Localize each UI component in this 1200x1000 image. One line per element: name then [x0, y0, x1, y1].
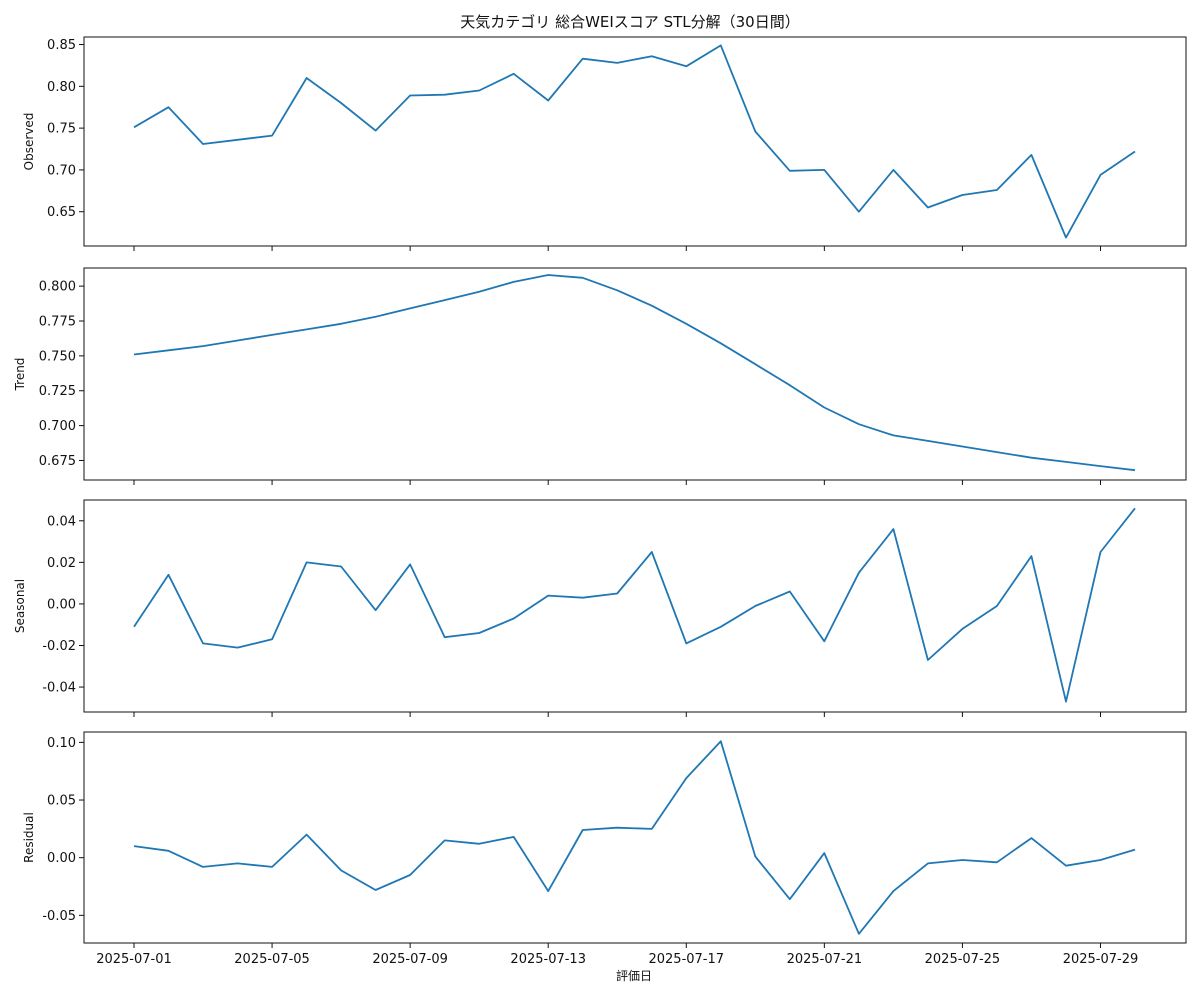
panel-seasonal: -0.04 -0.02 0.00 0.02 0.04 Seasonal	[13, 499, 1187, 717]
y-tick-label: 0.75	[47, 122, 76, 137]
y-tick-label: 0.750	[39, 349, 76, 364]
x-tick-label: 2025-07-25	[925, 952, 1001, 967]
panel-residual: -0.05 0.00 0.05 0.10 2025-07-01 2025-07-05 202…	[22, 731, 1187, 967]
y-axis-label: Seasonal	[13, 579, 27, 633]
y-tick-label: 0.10	[47, 736, 76, 751]
panel-frame	[83, 36, 1187, 247]
y-tick-label: 0.800	[39, 280, 76, 295]
series-line-seasonal	[133, 507, 1136, 703]
y-axis-label: Trend	[13, 358, 27, 392]
y-tick-label: 0.05	[47, 794, 76, 809]
y-tick-label: 0.00	[47, 851, 76, 866]
y-tick-label: 0.80	[47, 80, 76, 95]
series-line-trend	[133, 274, 1136, 472]
panel-frame	[83, 499, 1187, 713]
y-tick-label: -0.05	[42, 909, 76, 924]
y-tick-label: 0.02	[47, 556, 76, 571]
x-tick-label: 2025-07-21	[787, 952, 863, 967]
chart-title: 天気カテゴリ 総合WEIスコア STL分解（30日間）	[460, 13, 799, 31]
y-tick-label: 0.700	[39, 419, 76, 434]
y-tick-label: 0.85	[47, 38, 76, 53]
x-tick-label: 2025-07-09	[372, 952, 448, 967]
y-tick-label: 0.00	[47, 597, 76, 612]
y-axis-label: Residual	[22, 812, 36, 863]
x-tick-label: 2025-07-01	[96, 952, 172, 967]
panel-trend: 0.675 0.700 0.725 0.750 0.775 0.800 Trend	[13, 267, 1187, 485]
y-tick-label: 0.70	[47, 163, 76, 178]
y-tick-label: 0.725	[39, 384, 76, 399]
panel-frame	[83, 267, 1187, 481]
y-tick-label: 0.04	[47, 514, 76, 529]
x-tick-label: 2025-07-17	[648, 952, 724, 967]
panel-frame	[83, 731, 1187, 944]
panel-observed: 0.65 0.70 0.75 0.80 0.85 Observed	[22, 36, 1187, 251]
x-axis-label: 評価日	[616, 968, 652, 983]
series-line-observed	[133, 44, 1136, 239]
panels-group: 0.650.700.750.800.85Observed0.6750.7000.…	[13, 36, 1187, 967]
y-tick-label: 0.775	[39, 315, 76, 330]
y-tick-label: 0.675	[39, 454, 76, 469]
x-tick-label: 2025-07-29	[1063, 952, 1139, 967]
y-tick-label: 0.65	[47, 205, 76, 220]
x-tick-label: 2025-07-05	[234, 952, 310, 967]
y-axis-label: Observed	[22, 113, 36, 171]
series-line-residual	[133, 740, 1136, 935]
y-tick-label: -0.04	[42, 681, 76, 696]
y-tick-label: -0.02	[42, 639, 76, 654]
x-tick-label: 2025-07-13	[510, 952, 586, 967]
